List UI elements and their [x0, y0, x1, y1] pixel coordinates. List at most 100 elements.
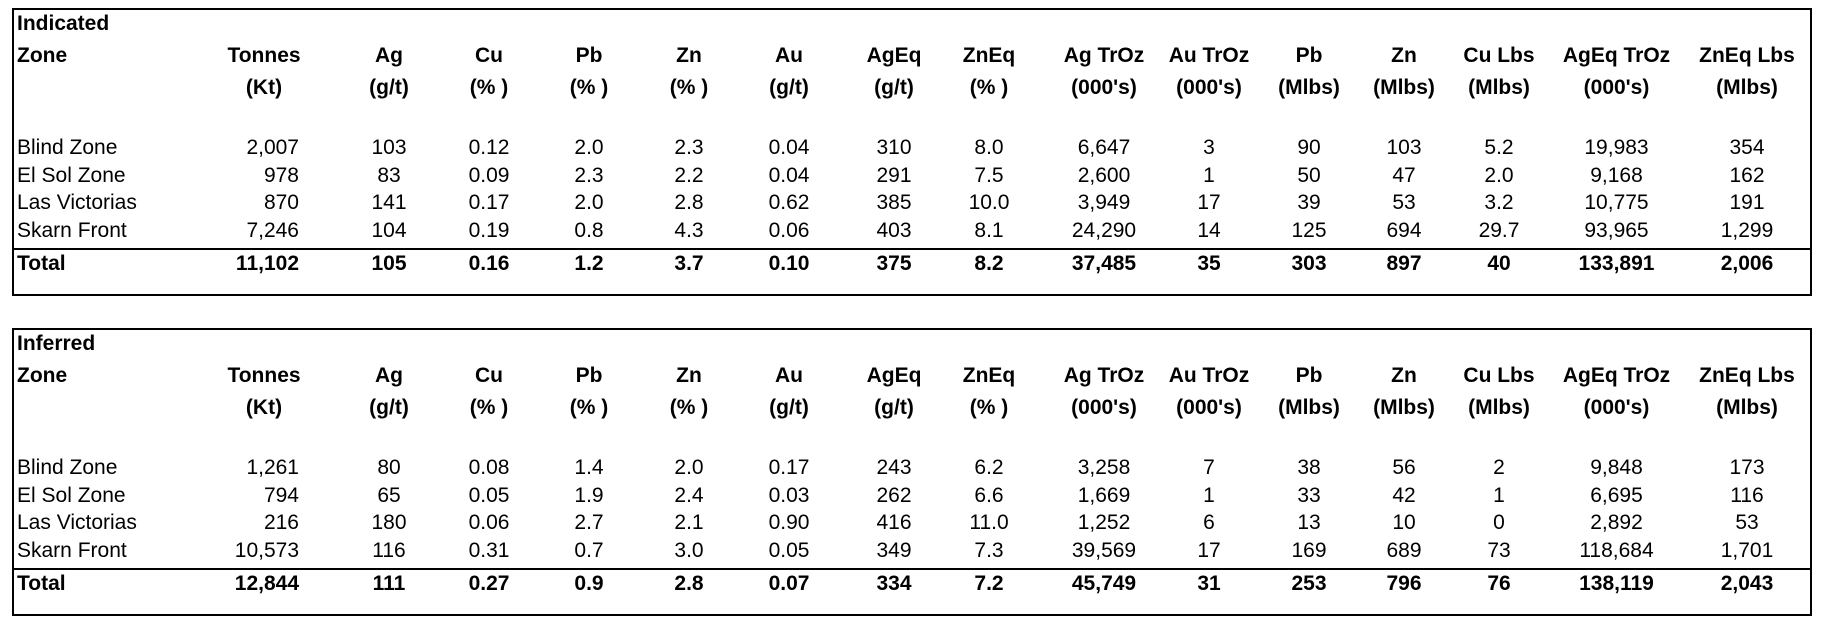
indicated-category-label: Indicated	[17, 12, 110, 35]
value-cell: 2,892	[1590, 511, 1643, 534]
value-cell: 2.0	[574, 191, 604, 214]
column-header: Tonnes (Kt)	[204, 360, 324, 424]
value-cell: 216	[263, 511, 299, 534]
zone-name-cell: Total	[17, 252, 66, 275]
value-cell: 45,749	[1071, 572, 1137, 595]
value-cell: 42	[1392, 483, 1416, 507]
table-row: Skarn Front 10,573 116 0.31 0.7 3.0 0.05 349 7.3…	[14, 535, 1810, 567]
value-cell: 31	[1197, 572, 1221, 595]
column-header: Zn (Mlbs)	[1359, 40, 1449, 104]
column-header: Zn (% )	[644, 40, 734, 104]
column-header: Cu Lbs (Mlbs)	[1454, 40, 1544, 104]
value-cell: 1,299	[1720, 218, 1774, 242]
value-cell: 2.1	[674, 511, 704, 534]
column-header-unit: (Mlbs)	[1468, 396, 1530, 419]
value-cell: 24,290	[1071, 218, 1137, 242]
value-cell: 978	[263, 163, 299, 187]
total-separator	[14, 248, 1810, 250]
value-cell: 3,949	[1077, 191, 1131, 214]
value-cell: 897	[1386, 252, 1422, 275]
table-row: Las Victorias 216 180 0.06 2.7 2.1 0.90 416 11.0…	[14, 507, 1810, 539]
column-header-unit: (000's)	[1071, 396, 1137, 419]
value-cell: 2.2	[674, 163, 704, 187]
column-header-title: Zn	[676, 44, 702, 67]
column-header: Ag TrOz (000's)	[1044, 40, 1164, 104]
column-header-unit: (Mlbs)	[1468, 76, 1530, 99]
value-cell: 53	[1392, 191, 1416, 214]
value-cell: 1,669	[1077, 483, 1131, 507]
value-cell: 2.0	[1484, 163, 1514, 187]
column-header: AgEq (g/t)	[844, 40, 944, 104]
table-row: Blind Zone 2,007 103 0.12 2.0 2.3 0.04 310 8.0 6,…	[14, 132, 1810, 164]
total-separator	[14, 568, 1810, 570]
column-header-unit: (% )	[969, 76, 1009, 99]
value-cell: 689	[1386, 538, 1422, 562]
column-header: Ag (g/t)	[344, 360, 434, 424]
value-cell: 1	[1203, 483, 1215, 507]
value-cell: 10,573	[234, 538, 299, 562]
value-cell: 191	[1729, 191, 1765, 214]
value-cell: 6,695	[1590, 483, 1643, 507]
value-cell: 2.3	[574, 163, 604, 187]
column-header-title: Pb	[1295, 364, 1323, 387]
value-cell: 105	[371, 252, 407, 275]
value-cell: 19,983	[1584, 136, 1649, 159]
column-header-title: Ag	[375, 364, 403, 387]
value-cell: 2.0	[674, 456, 704, 479]
value-cell: 0.17	[768, 456, 810, 479]
column-header: Cu (% )	[444, 360, 534, 424]
value-cell: 334	[876, 572, 912, 595]
value-cell: 5.2	[1484, 136, 1514, 159]
value-cell: 111	[372, 572, 406, 595]
value-cell: 37,485	[1071, 252, 1137, 275]
column-header-unit: (000's)	[1176, 76, 1242, 99]
value-cell: 73	[1487, 538, 1511, 562]
column-header-unit: (Mlbs)	[1373, 76, 1435, 99]
value-cell: 1,701	[1720, 538, 1774, 562]
value-cell: 794	[263, 483, 299, 507]
value-cell: 1,261	[246, 456, 299, 479]
value-cell: 6.2	[974, 456, 1004, 479]
value-cell: 0.09	[468, 163, 510, 187]
table-row: Las Victorias 870 141 0.17 2.0 2.8 0.62 385 10.0…	[14, 187, 1810, 219]
column-header: Au TrOz (000's)	[1154, 360, 1264, 424]
column-header-title: ZnEq	[962, 44, 1016, 67]
zone-name-cell: Skarn Front	[17, 218, 127, 242]
value-cell: 2,043	[1720, 572, 1774, 595]
value-cell: 0.62	[768, 191, 810, 214]
column-header-title: Ag	[375, 44, 403, 67]
value-cell: 0	[1493, 511, 1505, 534]
value-cell: 2.0	[574, 136, 604, 159]
value-cell: 310	[876, 136, 912, 159]
zone-name-cell: Las Victorias	[17, 191, 137, 214]
column-header-unit: (% )	[569, 396, 609, 419]
column-header: Pb (% )	[544, 40, 634, 104]
value-cell: 2,006	[1720, 252, 1774, 275]
column-header-title: Au	[775, 364, 803, 387]
column-header: Zn (% )	[644, 360, 734, 424]
column-header-title: Tonnes	[227, 364, 301, 387]
value-cell: 385	[876, 191, 912, 214]
value-cell: 12,844	[234, 572, 299, 595]
value-cell: 7,246	[246, 218, 299, 242]
value-cell: 354	[1729, 136, 1765, 159]
inferred-table: Inferred Zone Tonnes (Kt) Ag (g/t) Cu (% ) Pb (%…	[12, 328, 1812, 616]
value-cell: 303	[1291, 252, 1327, 275]
column-header-unit: (Mlbs)	[1716, 76, 1778, 99]
value-cell: 11.0	[969, 511, 1009, 534]
table-row: El Sol Zone 978 83 0.09 2.3 2.2 0.04 291 7.5 2,60…	[14, 160, 1810, 192]
column-header: AgEq TrOz (000's)	[1549, 40, 1684, 104]
column-header-unit: (Kt)	[245, 396, 283, 419]
value-cell: 39,569	[1071, 538, 1137, 562]
value-cell: 50	[1297, 163, 1321, 187]
value-cell: 0.9	[574, 572, 604, 595]
zone-name-cell: Total	[17, 572, 66, 595]
column-header-unit: (% )	[469, 396, 509, 419]
column-header: Pb (Mlbs)	[1264, 40, 1354, 104]
value-cell: 403	[876, 218, 912, 242]
column-header-unit: (g/t)	[874, 76, 914, 99]
column-header-unit: (000's)	[1071, 76, 1137, 99]
value-cell: 3.0	[674, 538, 704, 562]
column-header-unit: (% )	[569, 76, 609, 99]
value-cell: 6,647	[1077, 136, 1131, 159]
